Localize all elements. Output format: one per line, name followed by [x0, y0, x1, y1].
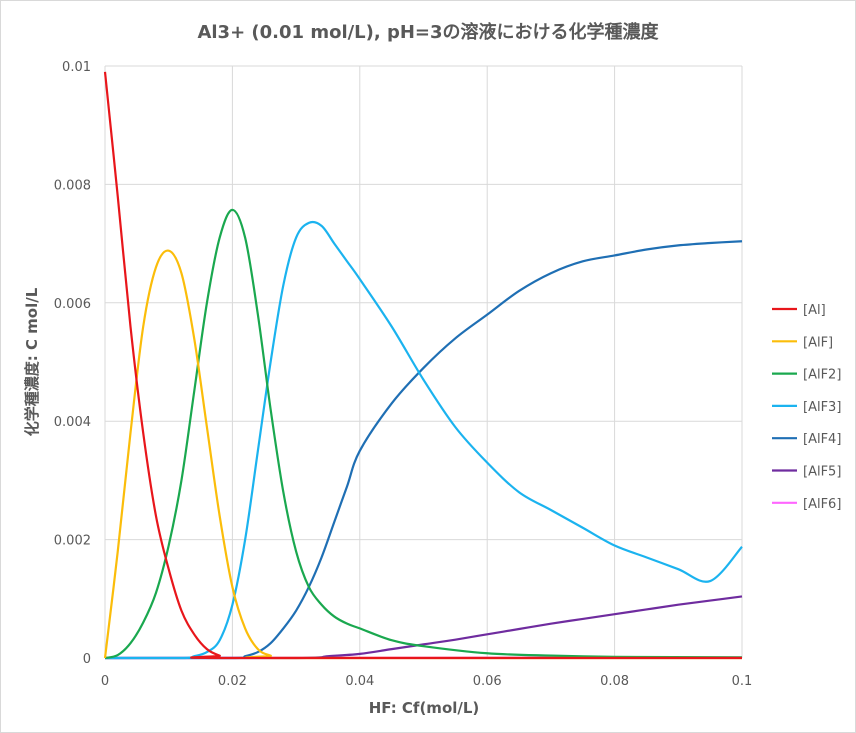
series-line-al — [103, 71, 742, 660]
legend-label-alf4: [AlF4] — [803, 432, 841, 447]
series-line-alf3 — [105, 220, 743, 660]
y-tick-label: 0.01 — [62, 60, 91, 75]
y-tick-label: 0 — [83, 652, 91, 667]
y-tick-label: 0.006 — [54, 297, 91, 312]
legend-label-alf3: [AlF3] — [803, 400, 841, 415]
grid-lines — [104, 65, 743, 659]
series-line-alf5 — [105, 595, 743, 660]
y-axis-label: 化学種濃度: C mol/L — [23, 287, 41, 436]
x-tick-label: 0 — [101, 674, 109, 689]
x-tick-label: 0.1 — [732, 674, 753, 689]
x-tick-label: 0.08 — [600, 674, 629, 689]
y-tick-label: 0.002 — [54, 534, 91, 549]
legend: [Al] [AlF] [AlF2] [AlF3] [AlF4] [AlF5] [AlF6] — [772, 303, 841, 512]
x-tick-label: 0.02 — [218, 674, 247, 689]
x-axis-label: HF: Cf(mol/L) — [369, 699, 480, 717]
y-tick-label: 0.008 — [54, 178, 91, 193]
axis-ticks: 0 0.02 0.04 0.06 0.08 0.1 0 0.002 0.004 0.006 0.00… — [54, 60, 753, 689]
plot-area — [103, 71, 743, 660]
legend-label-alf: [AlF] — [803, 335, 833, 350]
series-line-alf4 — [105, 240, 743, 660]
y-tick-label: 0.004 — [54, 415, 91, 430]
x-tick-label: 0.06 — [473, 674, 502, 689]
x-tick-label: 0.04 — [345, 674, 374, 689]
legend-label-al: [Al] — [803, 303, 826, 318]
series-line-alf2 — [104, 208, 743, 660]
legend-label-alf2: [AlF2] — [803, 368, 841, 383]
legend-label-alf6: [AlF6] — [803, 497, 841, 512]
series-line-alf — [103, 249, 742, 660]
chart-title: Al3+ (0.01 mol/L), pH=3の溶液における化学種濃度 — [197, 21, 659, 43]
legend-label-alf5: [AlF5] — [803, 465, 841, 480]
